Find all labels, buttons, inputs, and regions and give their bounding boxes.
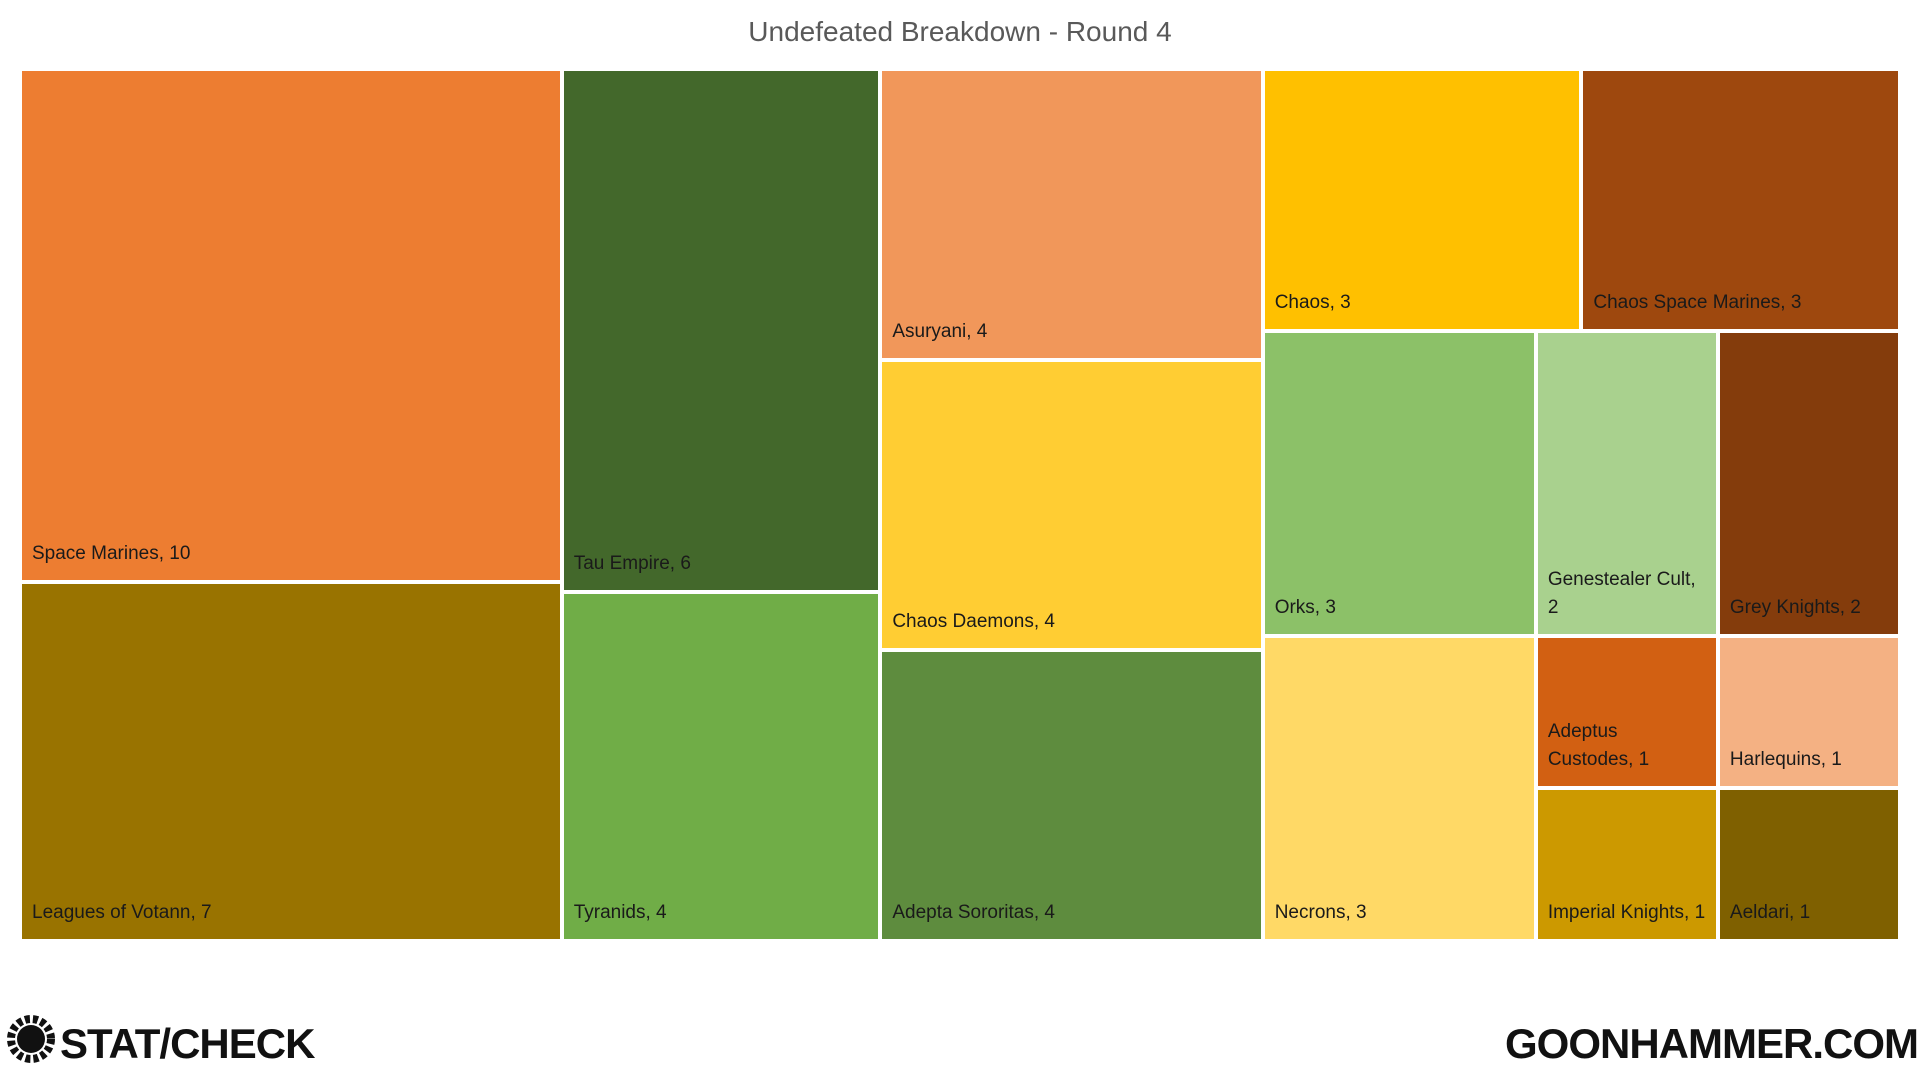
cell-label: Chaos Space Marines, 3 — [1593, 291, 1802, 313]
cell-label: Adeptus Custodes, 1 — [1547, 721, 1650, 771]
cell-label: Tau Empire, 6 — [573, 553, 691, 575]
cell-label: Genestealer Cult, 2 — [1547, 568, 1696, 618]
treemap-cell: Asuryani, 4 — [880, 69, 1263, 360]
treemap-cell: Leagues of Votann, 7 — [20, 581, 562, 941]
treemap-cell: Orks, 3 — [1262, 330, 1536, 636]
cell-label: Chaos Daemons, 4 — [892, 611, 1055, 633]
treemap-cell: Harlequins, 1 — [1717, 635, 1900, 789]
treemap-cell: Space Marines, 10 — [20, 69, 562, 582]
chart-title: Undefeated Breakdown - Round 4 — [748, 16, 1172, 47]
cell-label: Orks, 3 — [1274, 596, 1336, 618]
cell-label: Necrons, 3 — [1274, 901, 1367, 923]
treemap-cell: Aeldari, 1 — [1717, 788, 1900, 941]
cell-label: Tyranids, 4 — [573, 901, 667, 923]
treemap-cell: Chaos Space Marines, 3 — [1581, 69, 1900, 331]
treemap-cell: Adeptus Custodes, 1 — [1535, 635, 1718, 789]
plot-area: Space Marines, 10 Leagues of Votann, 7 Tau… — [20, 69, 1900, 941]
cell-label: Chaos, 3 — [1274, 291, 1351, 313]
cell-label: Grey Knights, 2 — [1729, 596, 1861, 618]
treemap-cell: Tau Empire, 6 — [561, 69, 881, 593]
footer-brand: STAT/CHECK — [60, 1020, 315, 1067]
footer-site: GOONHAMMER.COM — [1505, 1020, 1919, 1067]
treemap-cell: Imperial Knights, 1 — [1535, 788, 1718, 941]
treemap-cell: Necrons, 3 — [1262, 635, 1536, 941]
treemap-cell: Chaos Daemons, 4 — [880, 359, 1263, 651]
treemap-cell: Tyranids, 4 — [561, 592, 881, 941]
treemap-cell: Adepta Sororitas, 4 — [880, 650, 1263, 941]
cell-label: Asuryani, 4 — [892, 320, 988, 342]
cell-label: Imperial Knights, 1 — [1547, 901, 1706, 923]
treemap-cell: Grey Knights, 2 — [1717, 330, 1900, 636]
cell-label: Aeldari, 1 — [1729, 901, 1811, 923]
cell-label: Leagues of Votann, 7 — [32, 901, 212, 923]
cell-label: Adepta Sororitas, 4 — [892, 901, 1055, 923]
cell-label: Harlequins, 1 — [1729, 749, 1842, 771]
cell-label: Space Marines, 10 — [32, 542, 191, 564]
treemap-cell: Genestealer Cult, 2 — [1535, 330, 1718, 636]
treemap-cell: Chaos, 3 — [1262, 69, 1582, 331]
logo-icon — [7, 1015, 55, 1063]
